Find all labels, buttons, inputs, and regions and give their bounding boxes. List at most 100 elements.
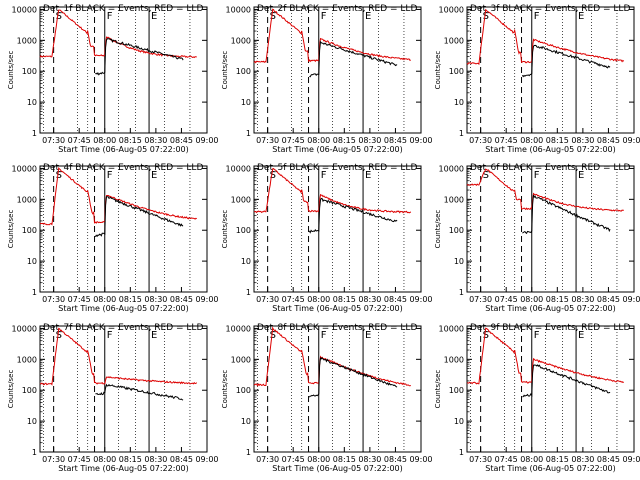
x-tick-label: 09:00 xyxy=(622,455,640,464)
x-tick-label: 08:45 xyxy=(597,136,620,145)
marker-label-s: S xyxy=(270,170,276,181)
marker-label-e: E xyxy=(365,330,371,341)
y-tick-label: 100 xyxy=(449,67,464,76)
events-curve xyxy=(308,357,398,398)
x-tick-label: 08:00 xyxy=(520,455,543,464)
x-tick-label: 09:00 xyxy=(195,295,218,304)
x-tick-label: 08:00 xyxy=(93,136,116,145)
lld-curve xyxy=(253,168,412,214)
x-tick-label: 07:30 xyxy=(469,295,492,304)
events-curve xyxy=(309,40,398,78)
panel-8: 1 10 100 1000 10000 07:30 07:45 08:00 08:15 08:30… xyxy=(221,323,433,473)
events-curve xyxy=(522,194,611,235)
panel-title: Det_4f BLACK = Events, RED = LLD xyxy=(43,163,203,173)
y-axis-label: Counts/sec xyxy=(434,210,442,249)
y-tick-label: 10000 xyxy=(226,324,251,333)
panel-title: Det_6f BLACK = Events, RED = LLD xyxy=(470,163,630,173)
x-tick-label: 08:30 xyxy=(358,136,381,145)
plot-frame xyxy=(39,325,208,453)
marker-label-s: S xyxy=(270,330,276,341)
panel-9: 1 10 100 1000 10000 07:30 07:45 08:00 08:15 08:30… xyxy=(434,323,640,473)
marker-label-f: F xyxy=(321,330,327,341)
x-tick-label: 08:15 xyxy=(546,295,569,304)
y-tick-label: 1 xyxy=(32,129,37,138)
x-tick-label: 09:00 xyxy=(622,136,640,145)
x-tick-label: 08:30 xyxy=(571,455,594,464)
events-curve xyxy=(95,38,184,76)
marker-label-f: F xyxy=(321,11,327,22)
lld-curve xyxy=(39,9,197,59)
events-curve xyxy=(94,196,184,238)
x-tick-label: 08:15 xyxy=(119,455,142,464)
y-tick-label: 1000 xyxy=(444,355,464,364)
panel-1: 1 10 100 1000 10000 07:30 07:45 08:00 08:15 08:30… xyxy=(7,4,219,154)
marker-label-f: F xyxy=(107,11,113,22)
y-tick-label: 1000 xyxy=(444,195,464,204)
x-tick-label: 08:15 xyxy=(546,455,569,464)
y-tick-label: 1 xyxy=(246,129,251,138)
y-tick-label: 10 xyxy=(27,417,37,426)
x-tick-label: 07:30 xyxy=(42,136,65,145)
marker-label-s: S xyxy=(483,170,489,181)
x-tick-label: 09:00 xyxy=(195,455,218,464)
x-tick-label: 08:00 xyxy=(307,295,330,304)
x-tick-label: 07:30 xyxy=(256,136,279,145)
x-tick-label: 07:30 xyxy=(256,455,279,464)
y-tick-label: 10000 xyxy=(439,164,464,173)
y-tick-label: 100 xyxy=(22,67,37,76)
y-tick-label: 1000 xyxy=(231,355,251,364)
x-tick-label: 08:30 xyxy=(358,295,381,304)
y-tick-label: 1000 xyxy=(17,355,37,364)
x-tick-label: 08:45 xyxy=(597,455,620,464)
x-tick-label: 08:00 xyxy=(520,295,543,304)
x-tick-label: 08:15 xyxy=(119,295,142,304)
x-tick-label: 07:45 xyxy=(282,136,305,145)
panel-title: Det_3f BLACK = Events, RED = LLD xyxy=(470,4,630,14)
y-tick-label: 1 xyxy=(459,288,464,297)
panel-title: Det_2f BLACK = Events, RED = LLD xyxy=(257,4,417,14)
marker-label-e: E xyxy=(365,170,371,181)
y-tick-label: 1000 xyxy=(231,195,251,204)
x-axis-label: Start Time (06-Aug-05 07:22:00) xyxy=(272,145,403,154)
plot-frame xyxy=(39,165,208,293)
panel-title: Det_8f BLACK = Events, RED = LLD xyxy=(257,323,417,333)
x-tick-label: 09:00 xyxy=(409,455,432,464)
x-tick-label: 08:30 xyxy=(358,455,381,464)
y-axis-label: Counts/sec xyxy=(434,51,442,90)
x-tick-label: 08:15 xyxy=(119,136,142,145)
y-tick-label: 100 xyxy=(236,67,251,76)
x-tick-label: 09:00 xyxy=(195,136,218,145)
panel-title: Det_1f BLACK = Events, RED = LLD xyxy=(43,4,203,14)
panel-title: Det_7f BLACK = Events, RED = LLD xyxy=(43,323,203,333)
x-tick-label: 08:45 xyxy=(170,295,193,304)
y-tick-label: 100 xyxy=(449,226,464,235)
x-tick-label: 08:00 xyxy=(93,295,116,304)
x-tick-label: 08:00 xyxy=(307,136,330,145)
x-tick-label: 07:30 xyxy=(42,455,65,464)
x-tick-label: 08:15 xyxy=(333,455,356,464)
y-tick-label: 10000 xyxy=(12,324,37,333)
x-tick-label: 07:30 xyxy=(42,295,65,304)
plot-frame xyxy=(39,6,208,134)
x-axis-label: Start Time (06-Aug-05 07:22:00) xyxy=(58,464,189,473)
y-tick-label: 10 xyxy=(241,98,251,107)
marker-label-e: E xyxy=(578,170,584,181)
y-tick-label: 1000 xyxy=(231,36,251,45)
marker-label-s: S xyxy=(56,330,62,341)
lld-curve xyxy=(39,327,198,386)
y-axis-label: Counts/sec xyxy=(221,210,229,249)
x-tick-label: 09:00 xyxy=(622,295,640,304)
x-tick-label: 08:30 xyxy=(144,136,167,145)
panel-title: Det_9f BLACK = Events, RED = LLD xyxy=(470,323,630,333)
y-tick-label: 10000 xyxy=(439,5,464,14)
y-tick-label: 1 xyxy=(459,448,464,457)
panel-3: 1 10 100 1000 10000 07:30 07:45 08:00 08:15 08:30… xyxy=(434,4,640,154)
x-axis-label: Start Time (06-Aug-05 07:22:00) xyxy=(485,464,616,473)
panel-6: 1 10 100 1000 10000 07:30 07:45 08:00 08:15 08:30… xyxy=(434,163,640,313)
x-tick-label: 07:30 xyxy=(469,455,492,464)
y-tick-label: 100 xyxy=(236,386,251,395)
x-tick-label: 07:45 xyxy=(68,455,91,464)
marker-label-f: F xyxy=(107,330,113,341)
y-tick-label: 10 xyxy=(27,98,37,107)
